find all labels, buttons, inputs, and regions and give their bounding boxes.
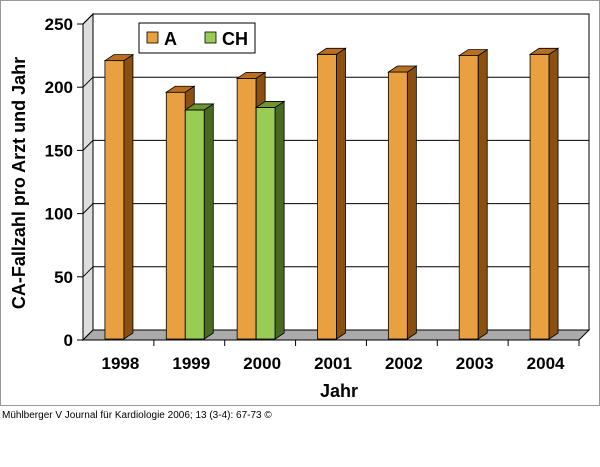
bar-ch <box>184 109 205 340</box>
bar-side-ch <box>203 103 214 340</box>
bar-top-a <box>103 54 135 62</box>
gridline-side <box>82 76 94 88</box>
bar-a <box>317 53 337 340</box>
bar-a <box>387 71 408 340</box>
bar-top-a <box>316 47 347 55</box>
bar-side-a <box>406 65 417 340</box>
bar-a <box>458 55 479 340</box>
y-tick-label: 50 <box>54 268 73 287</box>
y-tick-label: 0 <box>64 331 73 350</box>
y-tick-label: 150 <box>45 141 73 160</box>
citation-text: Mühlberger V Journal für Kardiologie 200… <box>2 410 272 421</box>
y-axis-title: CA-Fallzahl pro Arzt und Jahr <box>9 57 29 309</box>
x-tick-label: 2004 <box>527 354 565 373</box>
legend-swatch-ch <box>204 31 217 44</box>
x-tick-label: 1998 <box>102 354 140 373</box>
legend-label-ch: CH <box>222 29 248 49</box>
bar-top-ch <box>254 101 286 108</box>
x-axis-title: Jahr <box>320 381 358 401</box>
y-tick-label: 200 <box>45 78 73 97</box>
bar-a <box>236 77 257 340</box>
bar-top-a <box>164 85 196 93</box>
legend-swatch-a <box>146 31 159 44</box>
bar-top-a <box>235 71 267 79</box>
x-tick-label: 2000 <box>243 354 281 373</box>
x-tick-label: 2002 <box>385 354 423 373</box>
bar-a <box>529 53 550 340</box>
legend-label-a: A <box>164 29 177 49</box>
bar-top-ch <box>183 103 215 111</box>
y-tick-label: 100 <box>45 205 73 224</box>
bar-top-a <box>528 47 560 55</box>
bar-side-a <box>477 48 488 340</box>
gridline-side <box>82 13 94 25</box>
bar-side-a <box>336 47 346 340</box>
bar-top-a <box>387 65 418 73</box>
x-tick-label: 2003 <box>456 354 494 373</box>
x-tick-label: 2001 <box>314 354 352 373</box>
bar-side-a <box>123 53 134 340</box>
gridline-side <box>82 140 94 151</box>
gridline-side <box>82 203 94 214</box>
bar-top-a <box>457 49 489 56</box>
bar-a <box>104 60 125 340</box>
chart-frame: 0 50 100 150 200 250 1998 1999 2000 2001 2002 2003 2… <box>0 0 600 406</box>
bar-side-ch <box>274 100 285 340</box>
x-tick-label: 1999 <box>172 354 210 373</box>
bar-ch <box>255 107 276 340</box>
bar-side-a <box>548 47 559 340</box>
bar-a <box>165 91 186 340</box>
bar-chart: 0 50 100 150 200 250 1998 1999 2000 2001 2002 2003 2… <box>9 12 591 401</box>
plot-side-wall <box>82 12 94 342</box>
y-tick-label: 250 <box>45 15 73 34</box>
gridline-side <box>82 266 94 278</box>
